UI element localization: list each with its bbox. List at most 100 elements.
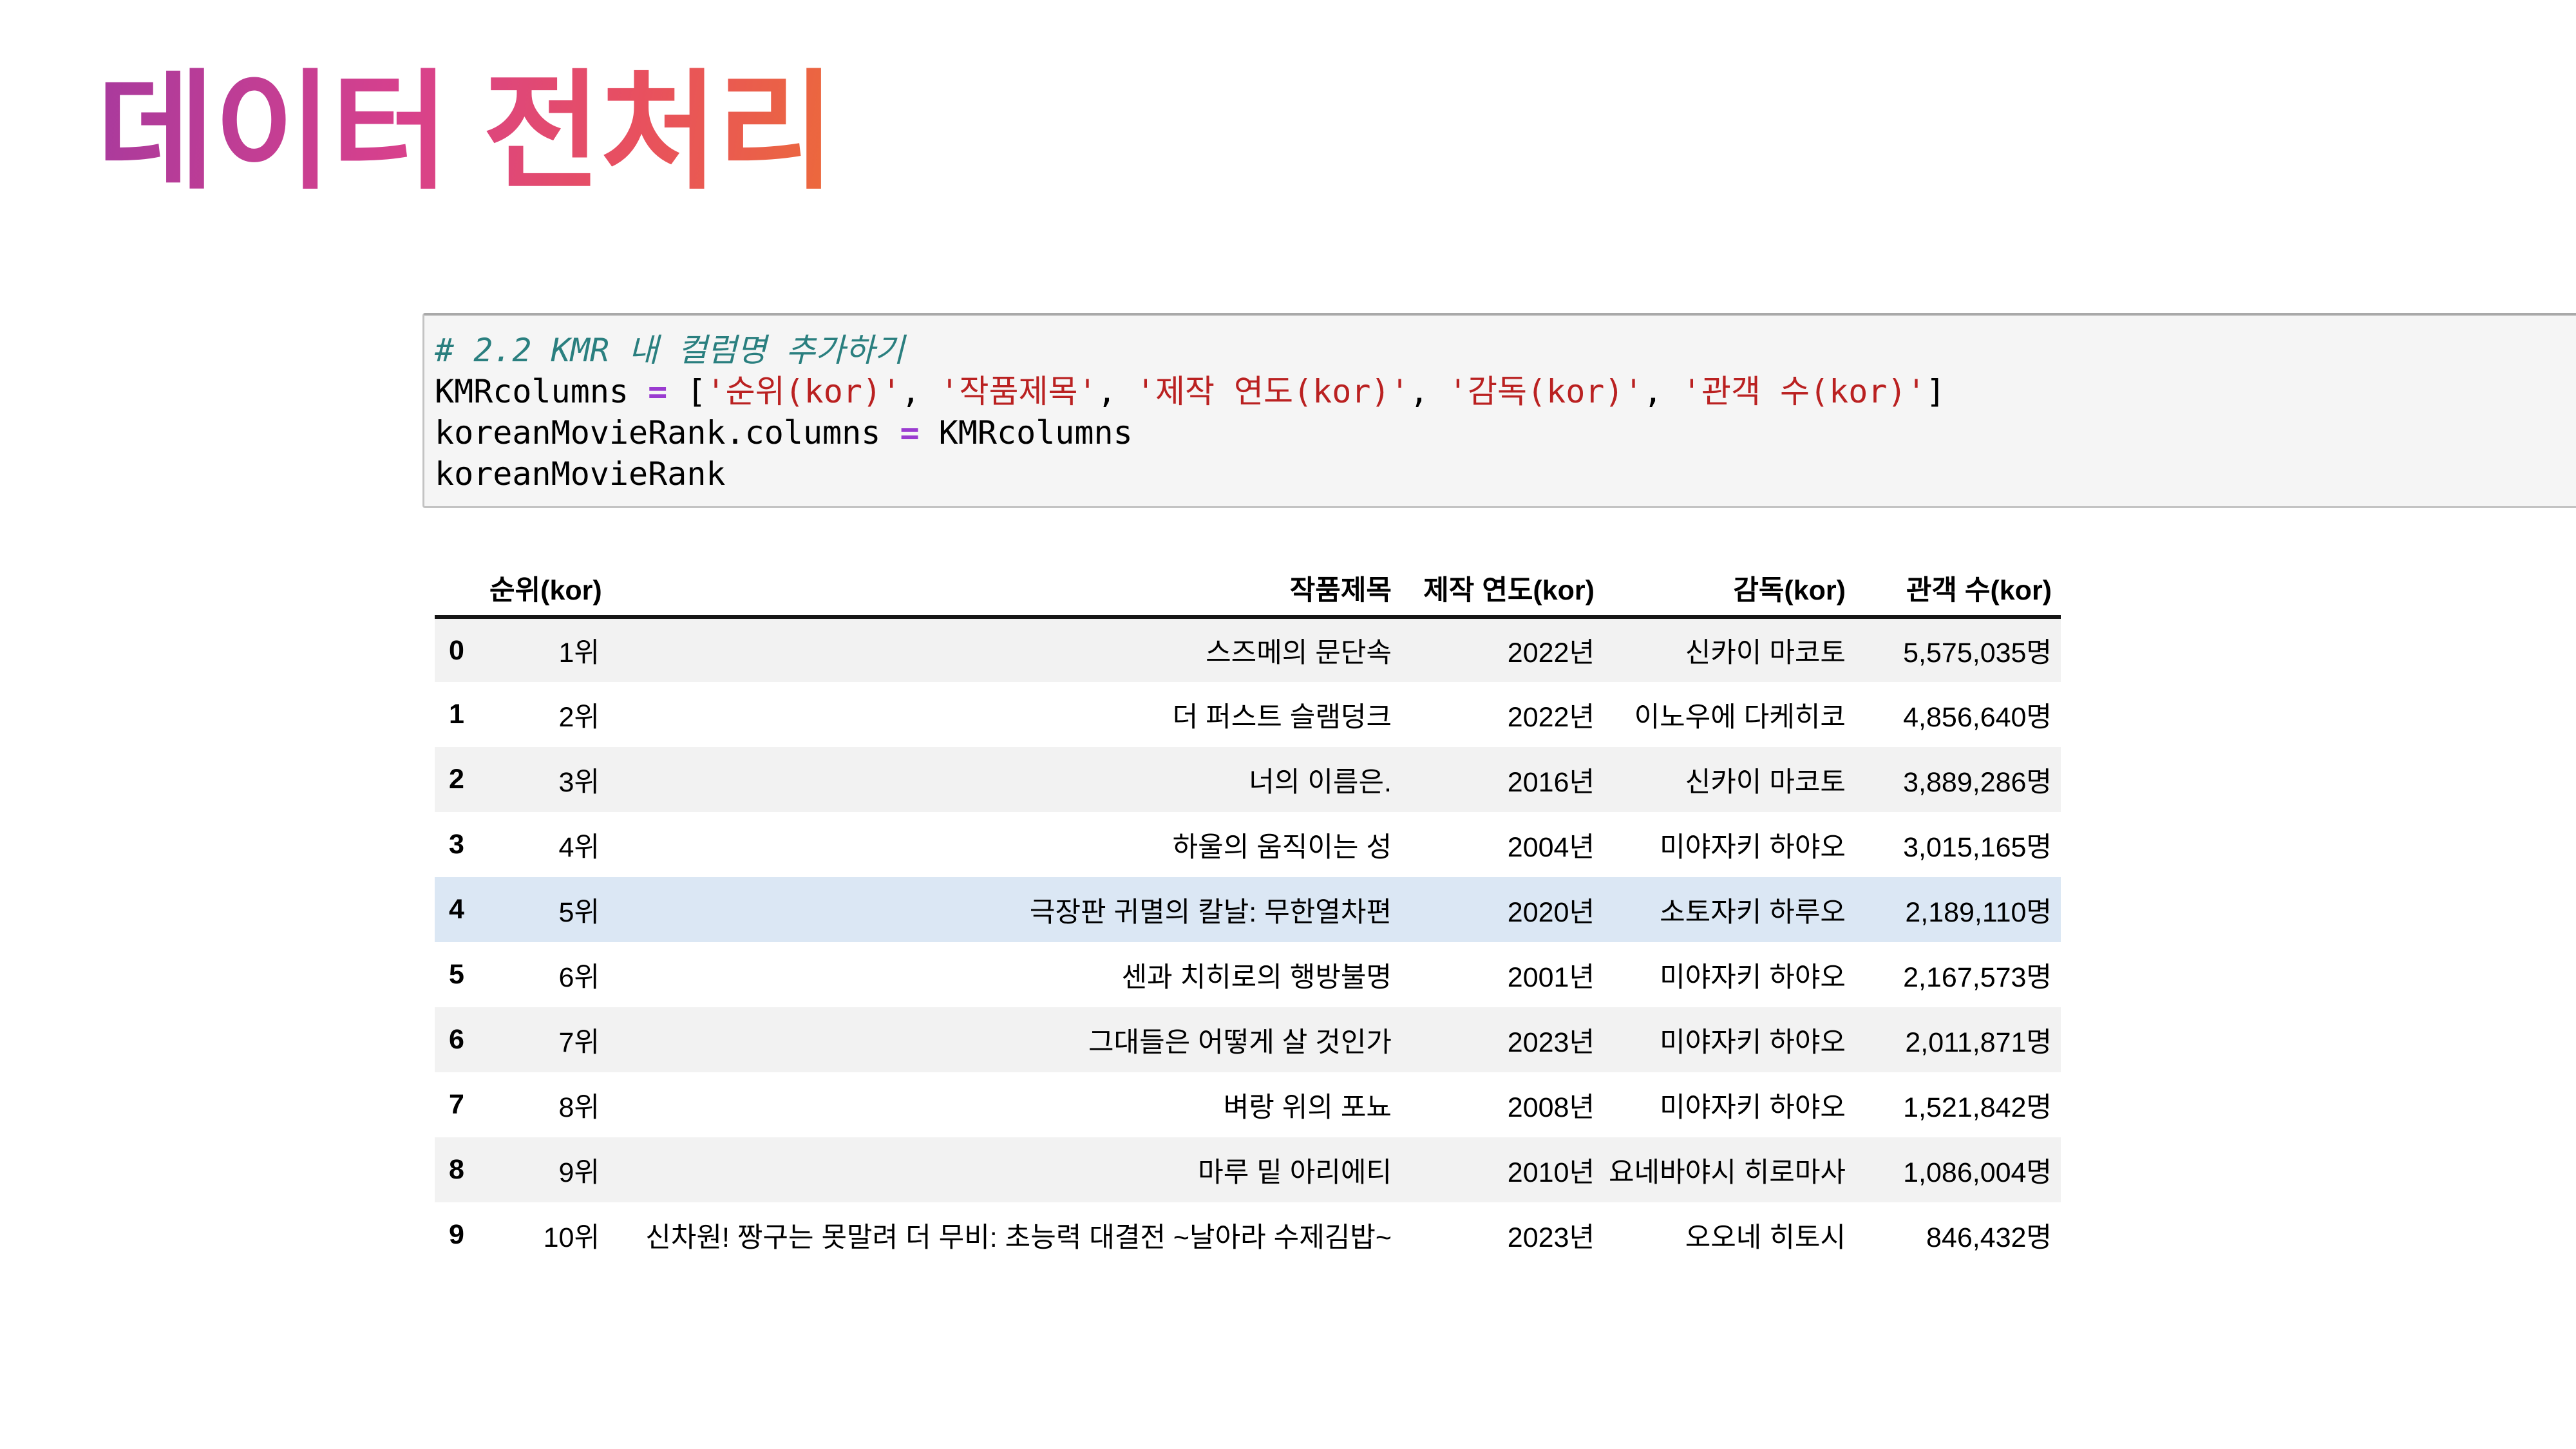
header-index — [435, 560, 489, 617]
header-year: 제작 연도(kor) — [1423, 574, 1595, 606]
cell-index: 4 — [449, 894, 464, 925]
cell-rank: 8위 — [558, 1092, 600, 1123]
cell-director: 이노우에 다케히코 — [1634, 701, 1846, 733]
dataframe-table: 순위(kor) 작품제목 제작 연도(kor) 감독(kor) 관객 수(kor… — [435, 560, 2061, 1267]
cell-index: 9 — [449, 1219, 464, 1250]
code-line: koreanMovieRank.columns = KMRcolumns — [435, 412, 2576, 453]
code-line: KMRcolumns = ['순위(kor)', '작품제목', '제작 연도(… — [435, 371, 2576, 412]
code-content: # 2.2 KMR 내 컬럼명 추가하기 KMRcolumns = ['순위(ko… — [435, 330, 2576, 495]
cell-title: 극장판 귀멸의 칼날: 무한열차편 — [1029, 896, 1392, 928]
cell-audience: 3,889,286명 — [1903, 766, 2052, 798]
header-title: 작품제목 — [1289, 574, 1392, 606]
cell-director: 오오네 히토시 — [1685, 1222, 1846, 1253]
code-token-op: = — [900, 414, 920, 451]
cell-title: 벼랑 위의 포뇨 — [1223, 1092, 1392, 1123]
code-line: # 2.2 KMR 내 컬럼명 추가하기 — [435, 330, 2576, 371]
table-row: 8 9위 마루 밑 아리에티 2010년 요네바야시 히로마사 1,086,004명 — [435, 1137, 2061, 1202]
code-token-plain: ] — [1926, 373, 1946, 410]
cell-index: 3 — [449, 829, 464, 860]
cell-audience: 1,086,004명 — [1903, 1157, 2052, 1188]
code-line: koreanMovieRank — [435, 453, 2576, 495]
table-row: 5 6위 센과 치히로의 행방불명 2001년 미야자키 하야오 2,167,573명 — [435, 942, 2061, 1007]
cell-title: 하울의 움직이는 성 — [1172, 831, 1392, 863]
code-token-plain: , — [1097, 373, 1136, 410]
cell-year: 2001년 — [1507, 961, 1595, 993]
cell-index: 8 — [449, 1154, 464, 1185]
cell-rank: 9위 — [558, 1157, 600, 1188]
cell-audience: 2,011,871명 — [1905, 1027, 2052, 1058]
cell-audience: 846,432명 — [1926, 1222, 2052, 1253]
code-token-plain: , — [1643, 373, 1682, 410]
table-row: 9 10위 신차원! 짱구는 못말려 더 무비: 초능력 대결전 ~날아라 수제김밥… — [435, 1202, 2061, 1267]
header-audience: 관객 수(kor) — [1906, 574, 2052, 606]
table-row: 0 1위 스즈메의 문단속 2022년 신카이 마코토 5,575,035명 — [435, 617, 2061, 682]
code-token-str: '감독(kor)' — [1448, 373, 1643, 410]
cell-director: 신카이 마코토 — [1685, 766, 1846, 798]
cell-index: 2 — [449, 764, 464, 795]
cell-director: 신카이 마코토 — [1685, 638, 1846, 668]
cell-rank: 1위 — [558, 638, 600, 668]
cell-index: 0 — [449, 634, 464, 666]
cell-title: 센과 치히로의 행방불명 — [1121, 961, 1392, 993]
cell-director: 미야자키 하야오 — [1660, 831, 1846, 863]
cell-title: 신차원! 짱구는 못말려 더 무비: 초능력 대결전 ~날아라 수제김밥~ — [645, 1222, 1392, 1253]
cell-rank: 10위 — [543, 1222, 600, 1253]
header-rank: 순위(kor) — [489, 574, 602, 606]
header-director: 감독(kor) — [1733, 574, 1846, 606]
cell-rank: 5위 — [558, 896, 600, 928]
code-token-str: '제작 연도(kor)' — [1135, 373, 1410, 410]
cell-director: 미야자키 하야오 — [1660, 961, 1846, 993]
cell-rank: 7위 — [558, 1027, 600, 1058]
code-token-op: = — [648, 373, 668, 410]
table-row: 3 4위 하울의 움직이는 성 2004년 미야자키 하야오 3,015,165명 — [435, 812, 2061, 877]
cell-audience: 2,167,573명 — [1903, 961, 2052, 993]
cell-year: 2008년 — [1507, 1092, 1595, 1123]
cell-year: 2010년 — [1507, 1157, 1595, 1188]
cell-title: 더 퍼스트 슬램덩크 — [1172, 701, 1392, 733]
cell-title: 마루 밑 아리에티 — [1198, 1157, 1392, 1188]
cell-audience: 4,856,640명 — [1903, 701, 2052, 733]
cell-title: 너의 이름은. — [1249, 766, 1392, 798]
code-token-str: '작품제목' — [940, 373, 1097, 410]
code-token-plain: koreanMovieRank — [435, 455, 726, 493]
table-row: 6 7위 그대들은 어떻게 살 것인가 2023년 미야자키 하야오 2,011,871명 — [435, 1007, 2061, 1072]
code-token-plain: KMRcolumns — [919, 414, 1133, 451]
cell-year: 2016년 — [1507, 766, 1595, 798]
code-token-plain: KMRcolumns — [435, 373, 649, 410]
cell-index: 1 — [449, 699, 464, 730]
cell-index: 5 — [449, 959, 464, 990]
cell-year: 2022년 — [1507, 638, 1595, 668]
page-title: 데이터 전처리 — [97, 55, 836, 210]
cell-index: 6 — [449, 1024, 464, 1055]
cell-audience: 3,015,165명 — [1903, 831, 2052, 863]
cell-audience: 1,521,842명 — [1903, 1092, 2052, 1123]
cell-year: 2022년 — [1507, 701, 1595, 733]
cell-audience: 5,575,035명 — [1903, 638, 2052, 668]
code-token-plain: koreanMovieRank.columns — [435, 414, 900, 451]
cell-year: 2004년 — [1507, 831, 1595, 863]
table-row: 4 5위 극장판 귀멸의 칼날: 무한열차편 2020년 소토자키 하루오 2,189,1… — [435, 877, 2061, 942]
cell-year: 2023년 — [1507, 1027, 1595, 1058]
cell-director: 미야자키 하야오 — [1660, 1027, 1846, 1058]
cell-director: 소토자키 하루오 — [1660, 896, 1846, 928]
code-token-str: '관객 수(kor)' — [1681, 373, 1926, 410]
table-row: 1 2위 더 퍼스트 슬램덩크 2022년 이노우에 다케히코 4,856,640명 — [435, 682, 2061, 747]
cell-rank: 2위 — [558, 701, 600, 733]
table-row: 2 3위 너의 이름은. 2016년 신카이 마코토 3,889,286명 — [435, 747, 2061, 812]
cell-title: 스즈메의 문단속 — [1206, 638, 1392, 668]
code-token-plain: , — [901, 373, 940, 410]
cell-title: 그대들은 어떻게 살 것인가 — [1088, 1027, 1392, 1058]
table-row: 7 8위 벼랑 위의 포뇨 2008년 미야자키 하야오 1,521,842명 — [435, 1072, 2061, 1137]
cell-director: 요네바야시 히로마사 — [1609, 1157, 1846, 1188]
cell-rank: 3위 — [558, 766, 600, 798]
code-token-str: '순위(kor)' — [706, 373, 902, 410]
cell-index: 7 — [449, 1089, 464, 1120]
dataframe-output: 순위(kor) 작품제목 제작 연도(kor) 감독(kor) 관객 수(kor… — [435, 560, 2061, 1267]
cell-year: 2023년 — [1507, 1222, 1595, 1253]
cell-director: 미야자키 하야오 — [1660, 1092, 1846, 1123]
code-token-comment: # 2.2 KMR 내 컬럼명 추가하기 — [435, 332, 905, 369]
table-header-row: 순위(kor) 작품제목 제작 연도(kor) 감독(kor) 관객 수(kor… — [435, 560, 2061, 617]
cell-rank: 6위 — [558, 961, 600, 993]
code-cell: # 2.2 KMR 내 컬럼명 추가하기 KMRcolumns = ['순위(ko… — [422, 313, 2576, 508]
code-token-plain: [ — [667, 373, 706, 410]
